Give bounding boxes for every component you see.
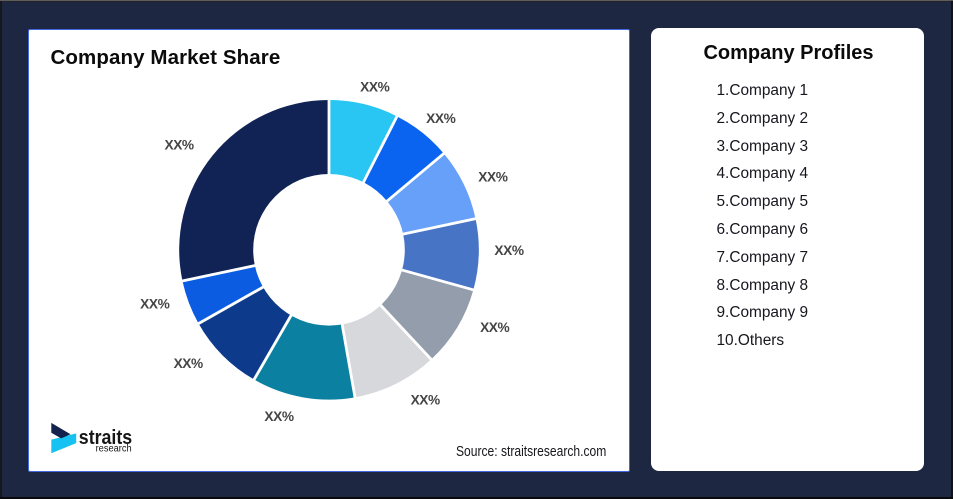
svg-text:straits: straits <box>79 426 132 449</box>
svg-text:XX%: XX% <box>480 320 509 335</box>
svg-text:XX%: XX% <box>164 137 193 152</box>
svg-text:XX%: XX% <box>140 296 169 311</box>
svg-text:XX%: XX% <box>426 111 455 126</box>
svg-text:XX%: XX% <box>264 409 293 424</box>
svg-text:XX%: XX% <box>494 243 523 258</box>
svg-text:XX%: XX% <box>411 393 440 408</box>
svg-text:XX%: XX% <box>174 356 203 371</box>
svg-text:XX%: XX% <box>360 80 389 95</box>
svg-text:XX%: XX% <box>478 170 507 185</box>
svg-text:research: research <box>96 444 132 455</box>
